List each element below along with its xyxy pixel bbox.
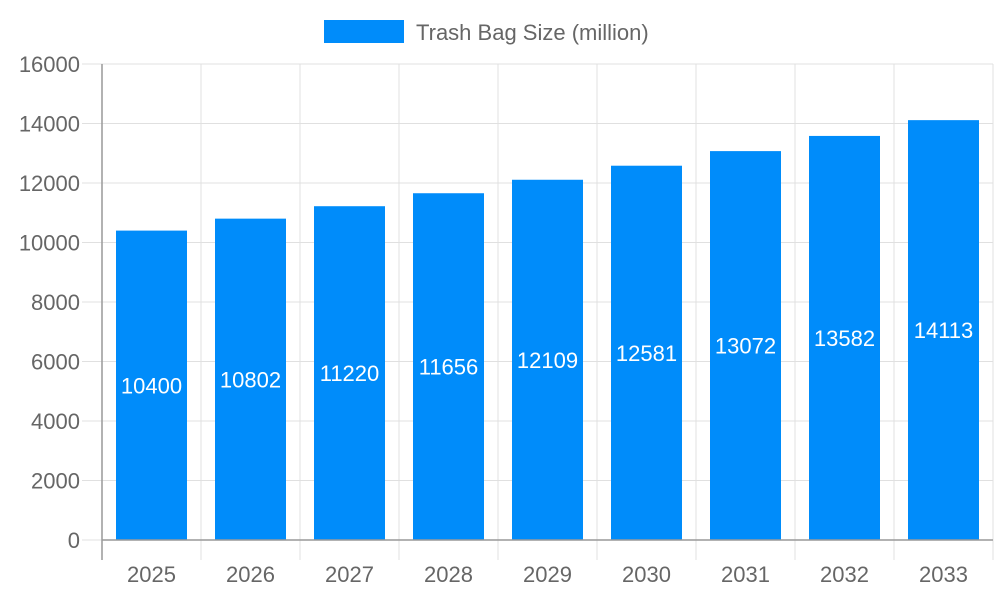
- data-label: 11656: [419, 355, 479, 380]
- legend[interactable]: Trash Bag Size (million): [324, 20, 649, 45]
- y-tick-label: 16000: [19, 52, 80, 77]
- x-tick-label: 2026: [226, 562, 275, 587]
- data-label: 13582: [814, 326, 875, 351]
- x-tick-label: 2032: [820, 562, 869, 587]
- bar: [809, 135, 880, 541]
- legend-label: Trash Bag Size (million): [416, 20, 649, 45]
- bar: [116, 230, 187, 540]
- x-tick-label: 2029: [523, 562, 572, 587]
- bar: [314, 206, 385, 540]
- y-tick-label: 4000: [31, 409, 80, 434]
- axes: 0 2000 4000 6000 8000 10000 12000 14000 16000 202…: [19, 52, 993, 587]
- x-tick-label: 2030: [622, 562, 671, 587]
- bar: [215, 218, 286, 540]
- bar: [908, 120, 979, 541]
- bar: [611, 165, 682, 540]
- x-tick-label: 2025: [127, 562, 176, 587]
- x-tick-label: 2028: [424, 562, 473, 587]
- bars: 10400 10802 11220 11656 12109 12581 13072 13582…: [116, 120, 979, 541]
- bar: [512, 179, 583, 540]
- y-tick-label: 2000: [31, 469, 80, 494]
- y-tick-label: 6000: [31, 350, 80, 375]
- bar: [413, 193, 484, 540]
- data-label: 10400: [121, 373, 182, 398]
- bar: [710, 151, 781, 540]
- data-label: 12109: [517, 348, 578, 373]
- data-label: 12581: [616, 341, 677, 366]
- x-tick-label: 2027: [325, 562, 374, 587]
- data-label: 13072: [715, 334, 776, 359]
- data-label: 14113: [914, 318, 974, 343]
- y-tick-label: 0: [68, 528, 80, 553]
- data-label: 10802: [220, 367, 281, 392]
- y-tick-label: 14000: [19, 112, 80, 137]
- data-label: 11220: [320, 361, 380, 386]
- legend-swatch: [324, 20, 404, 43]
- y-tick-label: 10000: [19, 231, 80, 256]
- x-tick-label: 2033: [919, 562, 968, 587]
- y-tick-label: 12000: [19, 171, 80, 196]
- x-tick-label: 2031: [721, 562, 770, 587]
- y-tick-label: 8000: [31, 290, 80, 315]
